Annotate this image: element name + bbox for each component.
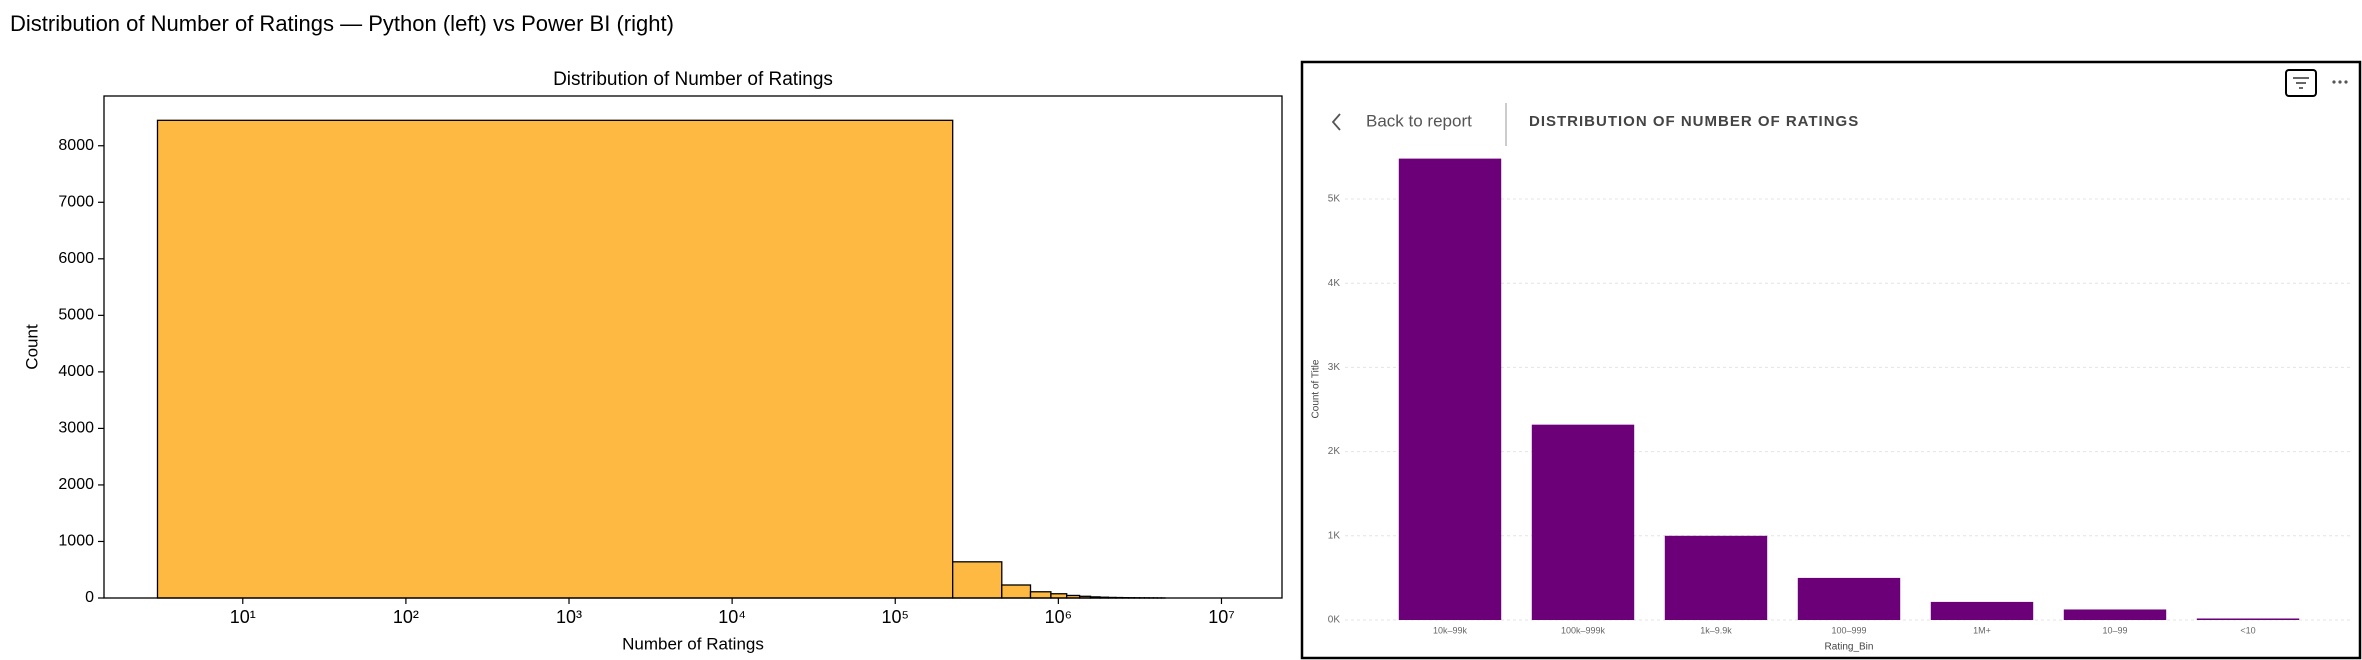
y-tick-label: 6000 — [58, 250, 94, 267]
y-tick-label: 0 — [85, 589, 94, 606]
x-tick-label: 100–999 — [1831, 625, 1866, 635]
back-to-report[interactable]: Back to report — [1366, 111, 1472, 130]
x-axis-label: Number of Ratings — [622, 634, 764, 653]
filter-icon[interactable] — [2285, 69, 2317, 97]
filter-icon-lines — [2293, 77, 2309, 89]
y-tick-label: 4000 — [58, 363, 94, 380]
x-tick-label: 10² — [393, 607, 419, 627]
dot — [2332, 80, 2336, 84]
histogram-bar — [1001, 584, 1032, 599]
y-axis-label: Count of Title — [1311, 359, 1322, 418]
y-tick-label: 3K — [1328, 362, 1341, 373]
x-tick-label: 10k–99k — [1433, 625, 1468, 635]
chart-title: DISTRIBUTION OF NUMBER OF RATINGS — [1529, 113, 1859, 130]
x-tick-label: 10³ — [556, 607, 582, 627]
chart-title: Distribution of Number of Ratings — [553, 69, 833, 90]
y-tick-label: 5000 — [58, 307, 94, 324]
page-title: Distribution of Number of Ratings — Pyth… — [10, 11, 674, 36]
x-tick-label: 10⁶ — [1045, 607, 1072, 627]
y-tick-label: 1K — [1328, 530, 1341, 541]
bar — [1797, 577, 1901, 620]
bar — [1531, 424, 1635, 620]
bar — [1930, 601, 2034, 620]
x-tick-label: 10–99 — [2102, 625, 2127, 635]
histogram-bar — [156, 119, 954, 599]
x-tick-label: 100k–999k — [1561, 625, 1606, 635]
histogram-bar — [1029, 591, 1052, 599]
dot — [2344, 80, 2348, 84]
x-tick-label: 10¹ — [230, 607, 256, 627]
x-tick-label: <10 — [2240, 625, 2255, 635]
x-tick-label: 1M+ — [1973, 625, 1991, 635]
y-tick-label: 5K — [1328, 194, 1341, 205]
x-tick-label: 10⁵ — [881, 607, 908, 627]
y-tick-label: 2000 — [58, 476, 94, 493]
bar — [2063, 609, 2167, 620]
y-tick-label: 2K — [1328, 446, 1341, 457]
axes-frame — [103, 95, 1283, 599]
bar — [1398, 158, 1502, 620]
dot — [2338, 80, 2342, 84]
bar — [1664, 535, 1768, 620]
histogram-bar — [952, 561, 1003, 599]
y-tick-label: 0K — [1328, 615, 1341, 626]
y-tick-label: 7000 — [58, 193, 94, 210]
y-tick-label: 8000 — [58, 137, 94, 154]
more-options[interactable] — [2332, 80, 2348, 84]
bar — [2196, 618, 2300, 620]
y-tick-label: 1000 — [58, 533, 94, 550]
x-axis-label: Rating_Bin — [1825, 642, 1874, 653]
x-tick-label: 10⁷ — [1208, 607, 1235, 627]
x-tick-label: 10⁴ — [718, 607, 746, 627]
y-tick-label: 3000 — [58, 420, 94, 437]
x-tick-label: 1k–9.9k — [1700, 625, 1732, 635]
back-arrow[interactable] — [1331, 113, 1341, 131]
y-axis-label: Count — [22, 324, 41, 370]
y-tick-label: 4K — [1328, 278, 1341, 289]
